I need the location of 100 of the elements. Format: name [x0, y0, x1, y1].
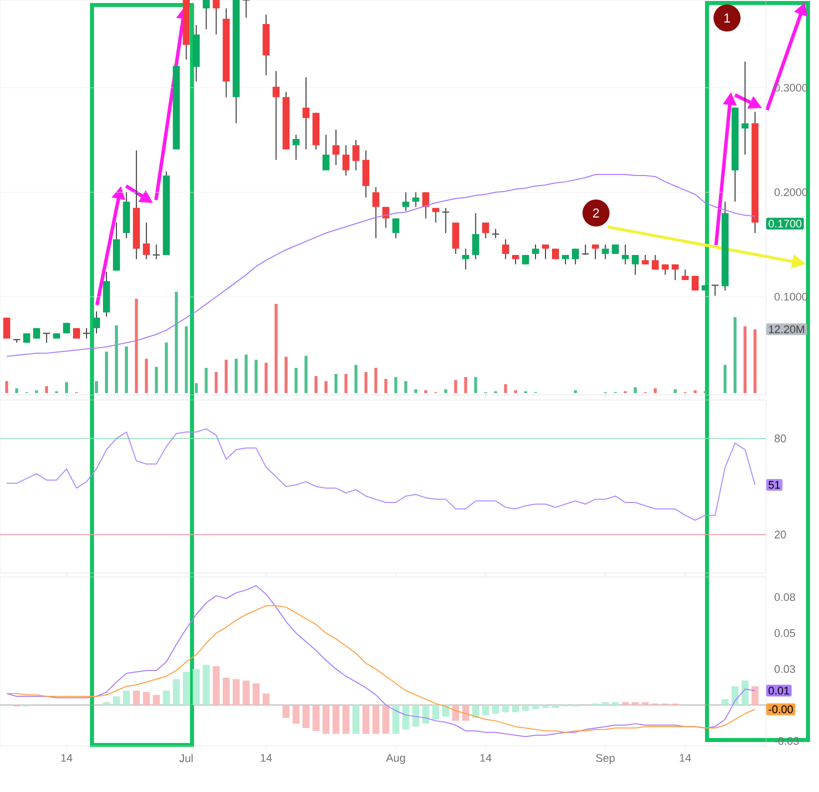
bar	[104, 352, 108, 394]
bar	[352, 704, 360, 734]
bar	[314, 376, 318, 394]
bar	[632, 702, 639, 705]
candlestick	[212, 0, 220, 35]
candlestick	[422, 192, 430, 219]
bar	[102, 702, 110, 705]
bar	[392, 704, 400, 734]
bar	[542, 704, 549, 708]
bar	[424, 390, 428, 394]
bar	[342, 704, 350, 734]
bar	[404, 381, 408, 394]
bar	[282, 704, 290, 718]
bar	[742, 680, 749, 705]
candlestick	[412, 192, 420, 208]
bar	[482, 704, 490, 716]
bar	[194, 383, 198, 394]
bar	[212, 666, 220, 705]
bar	[492, 704, 500, 714]
bar	[552, 704, 559, 708]
bar	[234, 358, 238, 394]
bar	[462, 704, 470, 721]
annotation: 2	[593, 208, 599, 218]
bar	[622, 702, 629, 705]
annotation: 0.1700	[768, 220, 802, 228]
candlestick	[42, 332, 51, 344]
bar	[124, 346, 128, 394]
candlestick	[692, 275, 699, 291]
bar	[162, 690, 170, 705]
bar	[422, 704, 430, 724]
bar	[252, 683, 260, 705]
bar	[724, 364, 727, 394]
x-tick-label: 14	[61, 754, 72, 762]
bar	[45, 386, 48, 394]
bar	[274, 304, 278, 394]
bar	[344, 374, 348, 394]
candlestick	[82, 328, 91, 340]
candlestick	[472, 212, 480, 260]
bar	[364, 372, 368, 394]
candlestick	[502, 238, 510, 260]
bar	[322, 704, 330, 734]
candlestick	[292, 134, 300, 160]
x-tick-label: 14	[260, 754, 272, 762]
bar	[142, 692, 150, 705]
text: 12.20M	[769, 325, 804, 334]
bar	[402, 704, 410, 730]
bar	[65, 382, 68, 394]
candlestick	[742, 61, 749, 156]
candlestick	[592, 244, 599, 260]
bar	[222, 678, 230, 705]
bar	[744, 326, 747, 394]
bar	[292, 704, 300, 724]
bar	[294, 368, 298, 394]
bar	[144, 358, 148, 394]
bar	[454, 380, 458, 394]
bar	[444, 389, 448, 394]
bar	[734, 317, 737, 394]
y-tick-label: 0.03	[774, 665, 796, 673]
bar	[122, 690, 130, 705]
annotation: -0.00	[768, 705, 793, 714]
bar	[182, 672, 190, 705]
bar	[474, 377, 478, 394]
candlestick	[352, 140, 360, 171]
bar	[732, 686, 739, 705]
candlestick	[202, 0, 210, 30]
bar	[152, 694, 160, 705]
bar	[354, 364, 358, 394]
bar	[324, 381, 328, 394]
bar	[302, 704, 310, 728]
bar	[114, 325, 118, 394]
bar	[504, 384, 508, 394]
bar	[112, 696, 120, 705]
y-tick-label: 20	[774, 530, 786, 538]
bar	[442, 704, 450, 716]
bar	[502, 704, 510, 712]
candlestick	[392, 218, 400, 239]
candlestick	[482, 222, 490, 239]
bar	[382, 704, 390, 734]
x-tick-label: 14	[480, 754, 492, 762]
bar	[754, 329, 757, 394]
bar	[35, 390, 38, 394]
bar	[512, 704, 520, 712]
bar	[532, 704, 540, 710]
bar	[722, 699, 729, 705]
y-tick-label: 80	[774, 434, 786, 442]
bar	[514, 390, 518, 394]
bar	[642, 702, 649, 705]
bar	[612, 702, 619, 705]
candlestick	[711, 284, 720, 296]
bar	[224, 360, 228, 394]
candlestick	[302, 76, 310, 150]
candlestick	[652, 254, 659, 270]
candlestick	[632, 254, 639, 276]
bar	[602, 702, 609, 705]
candlestick	[542, 244, 549, 260]
candlestick	[622, 244, 629, 265]
annotation: 1	[724, 14, 730, 22]
x-tick-label: Sep	[596, 754, 615, 764]
candlestick	[142, 222, 150, 260]
bar	[464, 377, 468, 394]
